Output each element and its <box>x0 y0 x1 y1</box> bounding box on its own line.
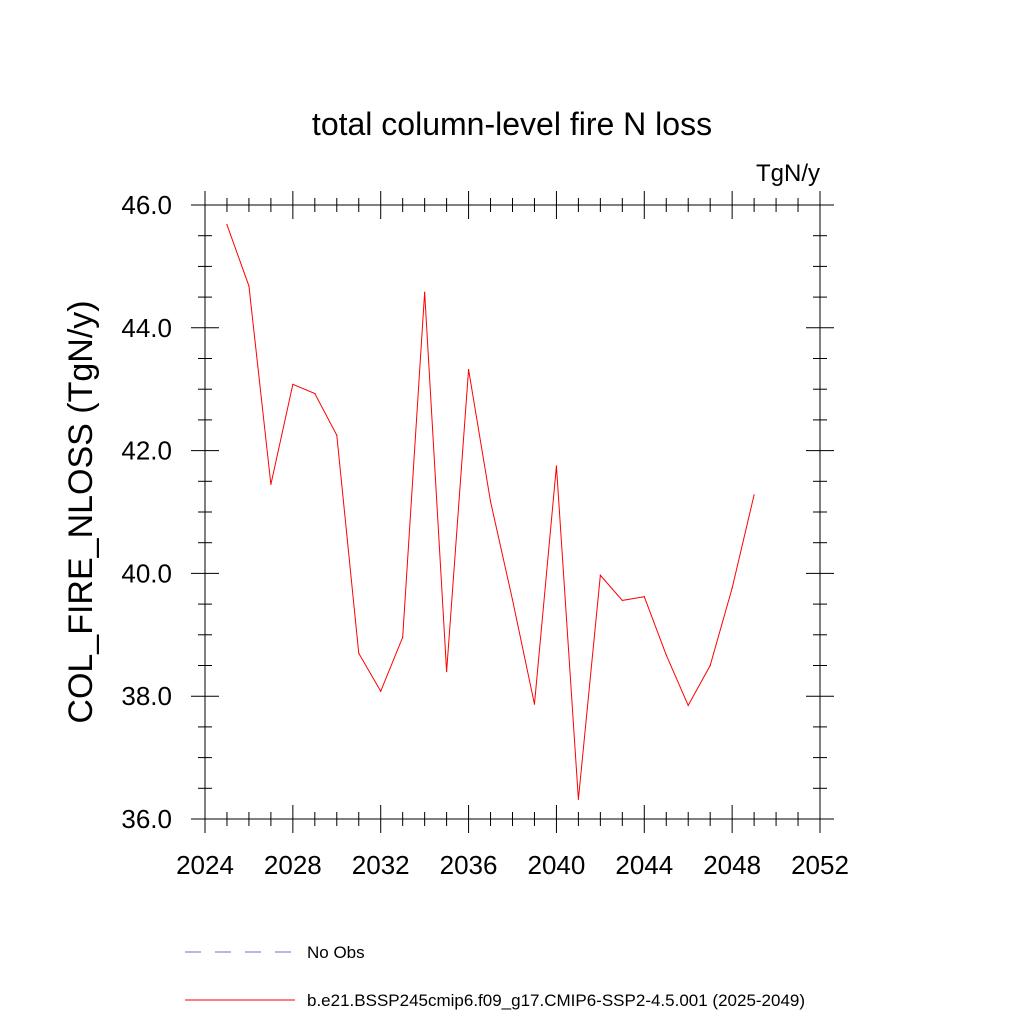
data-point <box>292 383 294 385</box>
legend-label: b.e21.BSSP245cmip6.f09_g17.CMIP6-SSP2-4.… <box>307 991 805 1010</box>
x-tick-label: 2044 <box>615 850 673 880</box>
plot-frame <box>204 204 821 820</box>
data-point <box>336 434 338 436</box>
axis-ticks <box>191 191 834 833</box>
units-label: TgN/y <box>756 160 820 187</box>
data-point <box>599 574 601 576</box>
data-point <box>226 224 228 226</box>
y-axis-label: COL_FIRE_NLOSS (TgN/y) <box>62 300 100 723</box>
data-point <box>248 285 250 287</box>
data-point <box>511 599 514 601</box>
data-point <box>270 483 272 485</box>
y-tick-label: 36.0 <box>121 804 172 834</box>
data-point <box>533 703 536 705</box>
legend-label: No Obs <box>307 943 365 962</box>
series-line-1 <box>226 224 755 800</box>
data-point <box>731 587 733 589</box>
series-layer <box>226 224 755 800</box>
data-point <box>358 652 360 654</box>
chart-title: total column-level fire N loss <box>312 106 712 142</box>
data-point <box>424 291 426 293</box>
data-point <box>402 636 404 638</box>
x-tick-label: 2028 <box>264 850 322 880</box>
data-point <box>709 664 711 667</box>
tick-labels: 2024 2028 2032 2036 2040 2044 2048 2052 36.0 38.0… <box>121 190 849 880</box>
data-point <box>643 596 645 598</box>
data-point <box>753 494 755 496</box>
data-point <box>467 368 470 371</box>
data-point <box>314 392 316 395</box>
x-tick-label: 2024 <box>176 850 234 880</box>
y-tick-label: 46.0 <box>121 190 172 220</box>
data-point <box>555 465 558 467</box>
y-tick-label: 44.0 <box>121 313 172 343</box>
x-tick-label: 2036 <box>440 850 498 880</box>
y-tick-label: 40.0 <box>121 558 172 588</box>
x-tick-label: 2048 <box>703 850 761 880</box>
legend: No Obs b.e21.BSSP245cmip6.f09_g17.CMIP6-S… <box>185 943 805 1010</box>
y-tick-label: 42.0 <box>121 436 172 466</box>
x-tick-label: 2032 <box>352 850 410 880</box>
data-point <box>665 654 667 656</box>
y-tick-label: 38.0 <box>121 681 172 711</box>
data-point <box>489 500 492 503</box>
data-point <box>380 690 382 692</box>
x-tick-label: 2040 <box>528 850 586 880</box>
data-point <box>687 704 689 707</box>
data-point <box>577 798 579 800</box>
x-tick-label: 2052 <box>791 850 849 880</box>
data-point <box>621 599 623 602</box>
data-point <box>446 671 448 673</box>
